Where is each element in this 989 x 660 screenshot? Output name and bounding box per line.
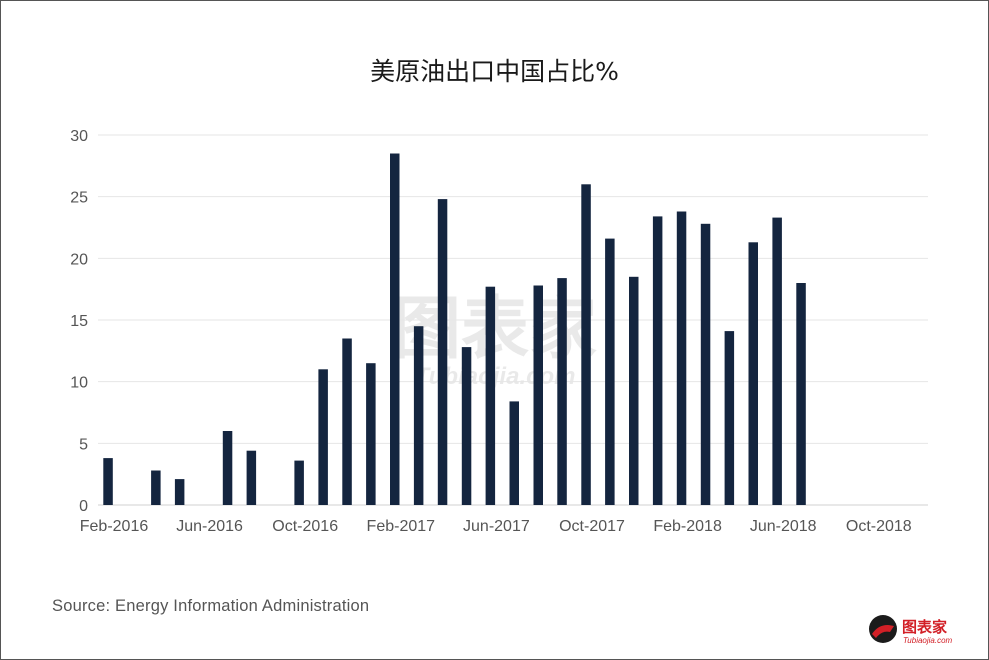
y-tick-label: 0 bbox=[79, 498, 88, 515]
bar bbox=[390, 153, 400, 505]
bar bbox=[557, 278, 567, 505]
bar bbox=[222, 431, 233, 505]
bar bbox=[294, 460, 304, 505]
y-tick-label: 25 bbox=[70, 190, 88, 207]
x-tick-label: Oct-2017 bbox=[559, 518, 625, 535]
x-tick-label: Oct-2016 bbox=[272, 518, 338, 535]
bar bbox=[700, 223, 711, 506]
x-tick-label: Oct-2018 bbox=[846, 518, 912, 535]
bar bbox=[605, 238, 615, 505]
bar bbox=[796, 283, 806, 505]
bar bbox=[581, 184, 591, 506]
y-tick-label: 10 bbox=[70, 375, 88, 392]
chart-title: 美原油出口中国占比% bbox=[370, 57, 619, 86]
y-tick-label: 15 bbox=[70, 313, 88, 330]
y-axis-ticks: 0 5 10 15 20 25 30 bbox=[70, 128, 88, 515]
y-tick-label: 5 bbox=[79, 436, 88, 453]
bar bbox=[366, 363, 376, 505]
bar bbox=[509, 401, 519, 505]
bar bbox=[485, 286, 496, 505]
bar bbox=[174, 479, 185, 505]
bar bbox=[246, 450, 257, 505]
bar bbox=[151, 470, 161, 505]
bar bbox=[342, 338, 352, 505]
bar bbox=[629, 276, 639, 505]
x-tick-label: Jun-2016 bbox=[176, 518, 243, 535]
bar bbox=[413, 326, 424, 505]
logo-subtext: Tubiaojia.com bbox=[903, 636, 953, 645]
bar bbox=[652, 216, 663, 505]
x-tick-label: Feb-2016 bbox=[80, 518, 149, 535]
y-tick-label: 20 bbox=[70, 251, 88, 268]
source-note: Source: Energy Information Administratio… bbox=[52, 597, 370, 615]
bar bbox=[676, 211, 687, 505]
logo-swoosh-icon bbox=[872, 625, 894, 638]
bar bbox=[772, 217, 782, 505]
x-axis-ticks: Feb-2016 Jun-2016 Oct-2016 Feb-2017 Jun-2017… bbox=[80, 518, 912, 535]
y-tick-label: 30 bbox=[70, 128, 88, 145]
bar bbox=[318, 369, 328, 505]
x-tick-label: Jun-2017 bbox=[463, 518, 530, 535]
logo: 图表家 Tubiaojia.com bbox=[869, 615, 953, 645]
bar bbox=[437, 199, 448, 505]
bar bbox=[748, 242, 758, 506]
bar bbox=[461, 347, 472, 505]
bar bbox=[103, 458, 113, 505]
x-tick-label: Jun-2018 bbox=[750, 518, 817, 535]
logo-text: 图表家 bbox=[902, 618, 947, 636]
bar bbox=[533, 285, 543, 505]
x-tick-label: Feb-2017 bbox=[367, 518, 436, 535]
x-tick-label: Feb-2018 bbox=[653, 518, 722, 535]
bars bbox=[103, 153, 806, 506]
bar bbox=[724, 331, 735, 505]
